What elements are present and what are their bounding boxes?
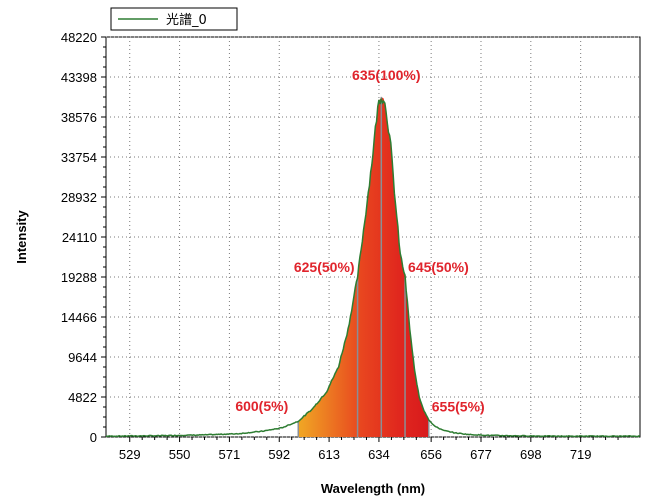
legend-label: 光譜_0 xyxy=(166,13,207,28)
marker-lines xyxy=(297,96,430,437)
marker-label: 625(50%) xyxy=(294,259,355,275)
x-tick-label: 719 xyxy=(570,447,592,462)
y-tick-label: 14466 xyxy=(61,310,97,325)
x-axis-label: Wavelength (nm) xyxy=(321,481,425,496)
marker-label: 655(5%) xyxy=(432,399,485,415)
y-tick-label: 38576 xyxy=(61,110,97,125)
x-tick-label: 613 xyxy=(318,447,340,462)
x-tick-label: 571 xyxy=(219,447,241,462)
marker-label: 600(5%) xyxy=(235,398,288,414)
y-axis: 0 4822 9644 14466 19288 24110 28932 33754 38576 4… xyxy=(61,30,106,445)
y-tick-label: 28932 xyxy=(61,190,97,205)
series-line xyxy=(105,98,641,438)
x-tick-label: 677 xyxy=(470,447,492,462)
annotations: 600(5%) 625(50%) 635(100%) 645(50%) 655(5%) xyxy=(235,67,484,415)
y-tick-label: 48220 xyxy=(61,30,97,45)
x-tick-label: 698 xyxy=(520,447,542,462)
y-tick-label: 24110 xyxy=(62,230,97,245)
y-axis-label: Intensity xyxy=(14,210,29,264)
spectrum-area xyxy=(298,96,429,437)
y-tick-label: 33754 xyxy=(61,150,97,165)
marker-label: 645(50%) xyxy=(408,259,469,275)
legend: 光譜_0 xyxy=(110,7,238,31)
y-tick-label: 43398 xyxy=(61,70,97,85)
x-tick-label: 656 xyxy=(420,447,442,462)
spectrum-fill xyxy=(298,96,429,437)
y-tick-label: 4822 xyxy=(68,390,97,405)
series-layer xyxy=(105,98,641,438)
x-axis: 529 550 571 592 613 634 656 677 698 719 xyxy=(119,437,619,462)
x-tick-label: 592 xyxy=(268,447,290,462)
y-tick-label: 9644 xyxy=(68,350,97,365)
legend-box xyxy=(110,7,238,31)
y-tick-label: 19288 xyxy=(61,270,97,285)
y-tick-label: 0 xyxy=(90,430,97,445)
x-tick-label: 634 xyxy=(368,447,390,462)
x-tick-label: 550 xyxy=(169,447,191,462)
grid-lines xyxy=(106,36,640,438)
marker-label: 635(100%) xyxy=(352,67,421,83)
x-tick-label: 529 xyxy=(119,447,141,462)
